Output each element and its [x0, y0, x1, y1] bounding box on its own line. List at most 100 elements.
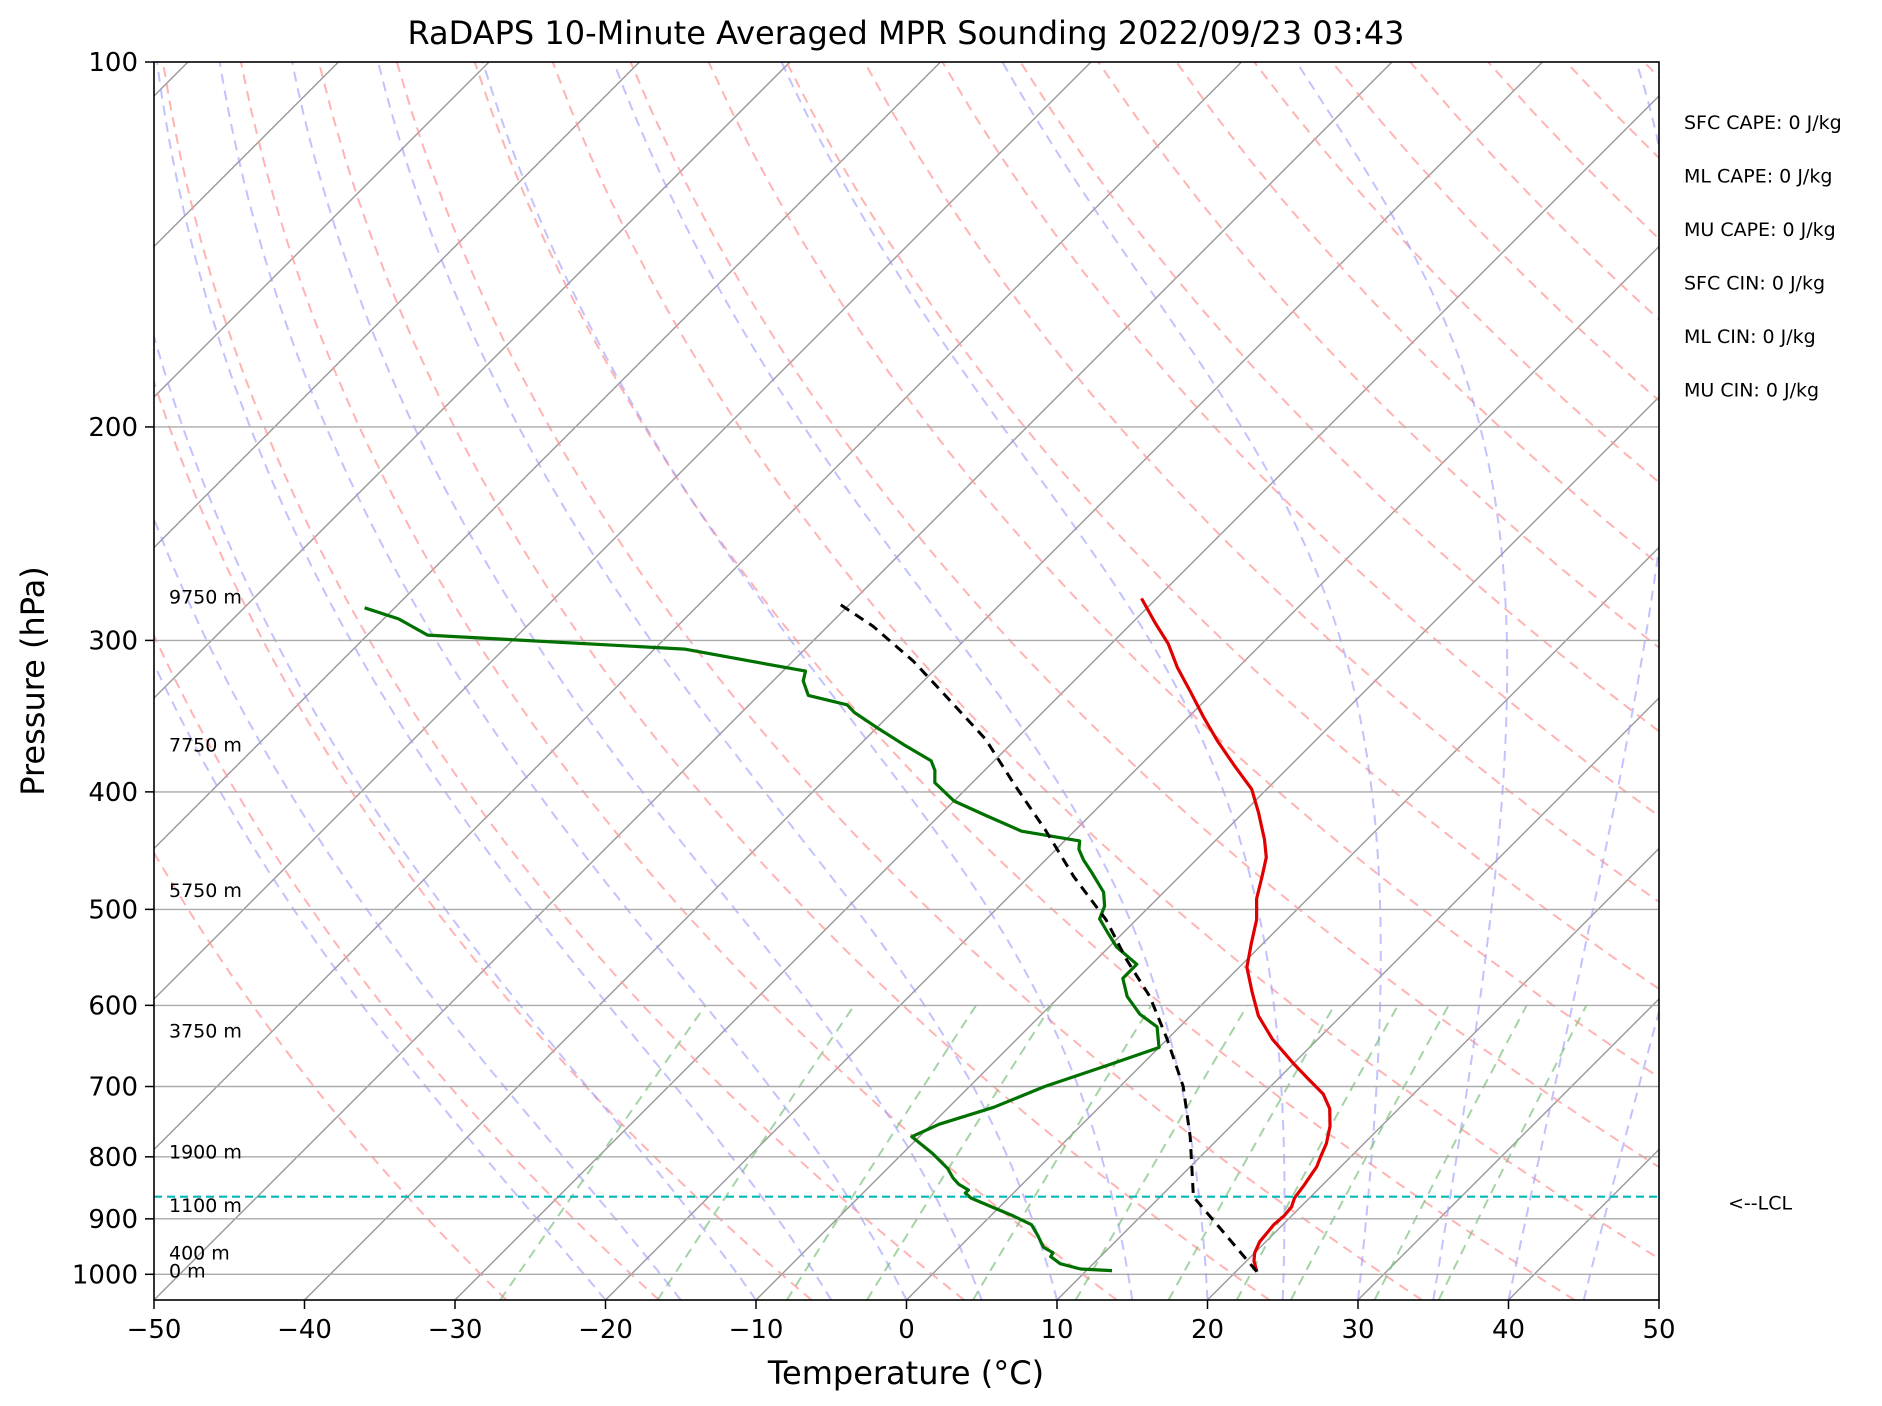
dry-adiabat-line	[1722, 62, 1882, 1300]
isotherm-line	[454, 95, 1659, 1300]
dry-adiabat-line	[395, 62, 1423, 1300]
isobar-grid	[154, 426, 1659, 1276]
dry-adiabat-line	[1331, 62, 1659, 402]
dry-adiabat-line	[154, 378, 813, 1300]
height-label: 1900 m	[169, 1142, 242, 1164]
dry-adiabat-line	[551, 62, 1659, 1260]
moist-adiabat-line	[780, 62, 1286, 1300]
dry-adiabat-line	[1643, 62, 1659, 79]
mixing-ratio-line	[785, 1004, 977, 1300]
isotherm-line	[1658, 1299, 1659, 1300]
moist-adiabat-line	[1582, 1007, 1659, 1300]
dry-adiabat-line	[1409, 62, 1659, 321]
y-tick-label: 100	[88, 48, 138, 78]
lcl-marker: <--LCL	[154, 1193, 1792, 1215]
dry-adiabat-line	[154, 850, 508, 1300]
isotherm-line	[154, 62, 640, 549]
sounding-profiles	[364, 597, 1332, 1273]
y-tick-label: 1000	[72, 1260, 138, 1290]
moist-adiabat-line	[156, 62, 833, 1300]
moist-adiabat-line	[1295, 62, 1509, 1300]
moist-adiabat-line	[291, 62, 983, 1300]
height-label: 3750 m	[169, 1021, 242, 1043]
isotherm-line	[154, 62, 1242, 1151]
dry-adiabat-line	[1487, 62, 1659, 241]
isotherm-line	[1357, 998, 1659, 1300]
moist-adiabat-line	[377, 62, 1058, 1300]
height-label: 0 m	[169, 1261, 206, 1283]
dry-adiabat-line	[154, 633, 660, 1300]
isotherm-line	[154, 62, 791, 699]
isotherm-line	[1207, 847, 1659, 1300]
x-tick-label: 40	[1492, 1315, 1525, 1345]
x-tick-label: −30	[428, 1315, 483, 1345]
temperature-profile-line	[1140, 597, 1332, 1273]
x-axis-ticks: −50 −40 −30 −20 −10 0 10 20 30 40 50	[127, 1300, 1676, 1345]
mixing-ratio-line	[1167, 1004, 1336, 1300]
y-tick-label: 800	[88, 1143, 138, 1173]
stability-annotation: MU CAPE: 0 J/kg	[1684, 219, 1836, 241]
mixing-ratio-line	[972, 1004, 1152, 1300]
stability-annotation: ML CAPE: 0 J/kg	[1684, 166, 1832, 188]
dry-adiabat-line	[1019, 62, 1659, 733]
mixing-ratio-line	[866, 1004, 1053, 1300]
dry-adiabat-line	[239, 62, 1118, 1300]
dry-adiabat-line	[1565, 62, 1659, 160]
y-tick-label: 600	[88, 991, 138, 1021]
dry-adiabat-line	[1253, 62, 1659, 484]
isotherm-line	[755, 396, 1659, 1300]
dry-adiabat-line	[785, 62, 1659, 991]
moist-adiabat-line	[154, 332, 757, 1300]
mixing-ratio-line	[1074, 1004, 1249, 1300]
x-axis-label: Temperature (°C)	[767, 1354, 1044, 1392]
y-axis-label: Pressure (hPa)	[14, 566, 52, 796]
height-label: 1100 m	[169, 1195, 242, 1217]
moist-adiabat-line	[218, 62, 908, 1300]
x-tick-label: 10	[1040, 1315, 1073, 1345]
stability-annotations: SFC CAPE: 0 J/kg ML CAPE: 0 J/kg MU CAPE: …	[1684, 112, 1842, 402]
x-tick-label: −50	[127, 1315, 182, 1345]
x-tick-label: 30	[1341, 1315, 1374, 1345]
x-tick-label: 0	[898, 1315, 915, 1345]
lcl-label: <--LCL	[1728, 1193, 1792, 1215]
isotherm-line	[906, 546, 1659, 1300]
parcel-profile-line	[835, 600, 1259, 1273]
dry-adiabat-line	[941, 62, 1659, 818]
y-axis-ticks: 1000 900 800 700 600 500 400 300 200 100	[72, 48, 154, 1290]
dry-adiabat-line	[1175, 62, 1659, 566]
isotherm-line	[154, 62, 1092, 1000]
dewpoint-profile-line	[364, 606, 1161, 1273]
moist-adiabat-line	[612, 62, 1209, 1300]
mixing-ratio-line	[656, 1004, 856, 1300]
height-label: 5750 m	[169, 880, 242, 902]
y-tick-label: 700	[88, 1073, 138, 1103]
y-tick-label: 200	[88, 413, 138, 443]
mixing-ratio-line	[1437, 1004, 1588, 1300]
moist-adiabat-line	[154, 516, 682, 1300]
x-tick-label: −10	[729, 1315, 784, 1345]
dry-adiabat-line	[629, 62, 1659, 1169]
height-label: 400 m	[169, 1243, 230, 1265]
moist-adiabat-line	[1001, 62, 1382, 1300]
mixing-ratio-line	[499, 1004, 707, 1300]
isotherm-line	[605, 245, 1659, 1300]
stability-annotation: MU CIN: 0 J/kg	[1684, 380, 1819, 402]
mixing-ratio-line	[1373, 1004, 1528, 1300]
isotherm-line	[1810, 62, 1882, 1300]
x-tick-label: 50	[1642, 1315, 1675, 1345]
isotherm-line	[1508, 1148, 1659, 1300]
isotherm-line	[154, 62, 1393, 1300]
y-tick-label: 900	[88, 1205, 138, 1235]
x-tick-label: −20	[578, 1315, 633, 1345]
height-label: 9750 m	[169, 586, 242, 608]
plot-frame	[153, 61, 1660, 1301]
moist-adiabat-line	[154, 661, 607, 1300]
dry-adiabat-line	[707, 62, 1659, 1079]
isotherm-line	[1056, 697, 1659, 1300]
height-label: 7750 m	[169, 735, 242, 757]
moist-adiabat-line	[481, 62, 1134, 1300]
stability-annotation: SFC CIN: 0 J/kg	[1684, 273, 1825, 295]
background-lines	[154, 62, 1882, 1300]
y-tick-label: 400	[88, 778, 138, 808]
